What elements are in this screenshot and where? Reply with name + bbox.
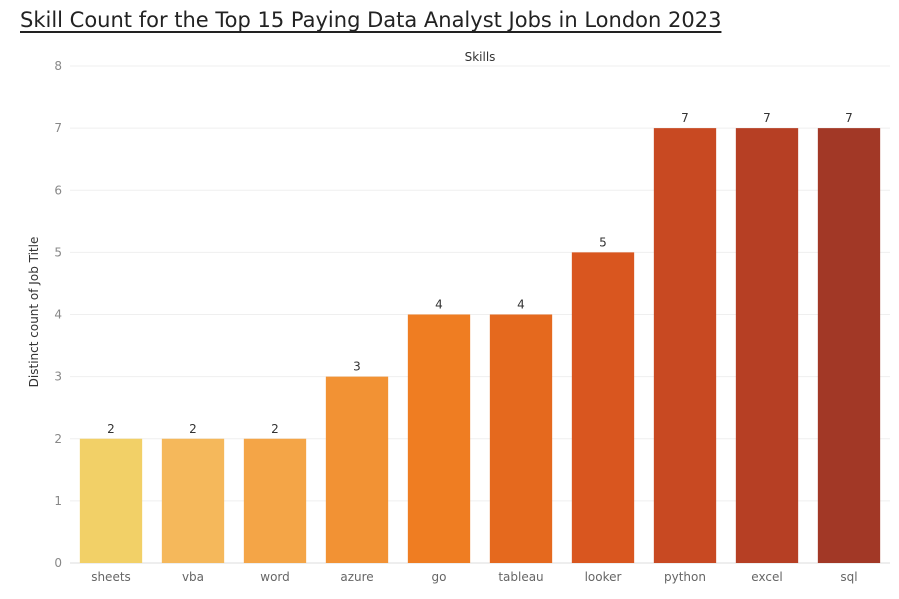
y-tick-label: 6 — [54, 183, 62, 197]
bar-vba[interactable] — [161, 438, 225, 563]
x-axis-categories: sheets vba word azure go tableau looker python e… — [91, 570, 857, 584]
y-tick-label: 5 — [54, 245, 62, 259]
y-axis-title: Distinct count of Job Title — [27, 237, 41, 388]
y-tick-label: 7 — [54, 121, 62, 135]
data-labels: 2 2 2 3 4 4 5 7 7 7 — [107, 111, 853, 436]
y-axis-ticks: 0 1 2 3 4 5 6 7 8 — [54, 59, 62, 570]
category-label-tableau: tableau — [498, 570, 543, 584]
y-tick-label: 4 — [54, 308, 62, 322]
y-tick-label: 8 — [54, 59, 62, 73]
data-label-sql: 7 — [845, 111, 853, 125]
bar-python[interactable] — [653, 128, 717, 563]
category-label-word: word — [260, 570, 290, 584]
bar-word[interactable] — [243, 438, 307, 563]
bars — [79, 128, 881, 564]
data-label-word: 2 — [271, 422, 279, 436]
data-label-looker: 5 — [599, 235, 607, 249]
data-label-vba: 2 — [189, 422, 197, 436]
y-tick-label: 1 — [54, 494, 62, 508]
category-label-azure: azure — [340, 570, 373, 584]
category-label-vba: vba — [182, 570, 204, 584]
bar-azure[interactable] — [325, 376, 389, 563]
column-header: Skills — [465, 50, 496, 64]
chart-title: Skill Count for the Top 15 Paying Data A… — [20, 8, 722, 32]
bar-sheets[interactable] — [79, 438, 143, 563]
category-label-sql: sql — [840, 570, 857, 584]
data-label-azure: 3 — [353, 360, 361, 374]
data-label-excel: 7 — [763, 111, 771, 125]
data-label-go: 4 — [435, 298, 443, 312]
category-label-go: go — [432, 570, 447, 584]
data-label-sheets: 2 — [107, 422, 115, 436]
bar-go[interactable] — [407, 314, 471, 564]
bar-tableau[interactable] — [489, 314, 553, 564]
category-label-excel: excel — [751, 570, 782, 584]
bar-excel[interactable] — [735, 128, 799, 563]
y-tick-label: 3 — [54, 370, 62, 384]
data-label-python: 7 — [681, 111, 689, 125]
category-label-sheets: sheets — [91, 570, 131, 584]
category-label-looker: looker — [585, 570, 622, 584]
y-tick-label: 0 — [54, 556, 62, 570]
category-label-python: python — [664, 570, 706, 584]
data-label-tableau: 4 — [517, 298, 525, 312]
bar-looker[interactable] — [571, 252, 635, 563]
bar-sql[interactable] — [817, 128, 881, 563]
y-tick-label: 2 — [54, 432, 62, 446]
